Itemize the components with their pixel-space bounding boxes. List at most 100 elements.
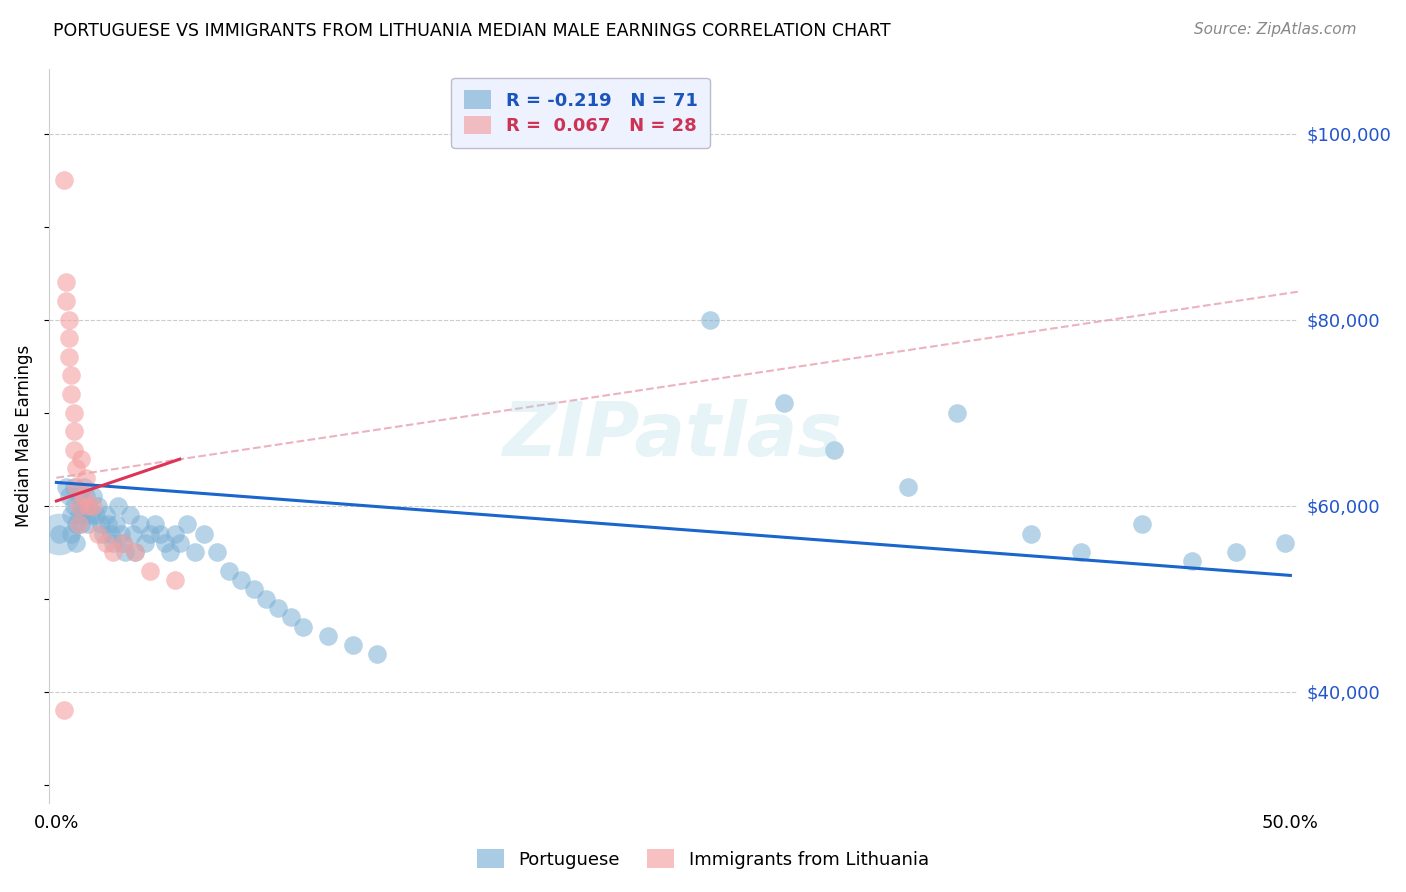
- Point: [254, 591, 277, 606]
- Point: [100, 526, 122, 541]
- Point: [218, 564, 240, 578]
- Point: [124, 545, 146, 559]
- Point: [163, 573, 186, 587]
- Point: [342, 638, 364, 652]
- Point: [65, 480, 87, 494]
- Point: [55, 293, 77, 308]
- Point: [67, 508, 90, 522]
- Point: [58, 331, 80, 345]
- Point: [72, 480, 94, 494]
- Point: [169, 536, 191, 550]
- Point: [97, 517, 120, 532]
- Point: [94, 508, 117, 522]
- Point: [58, 312, 80, 326]
- Point: [823, 442, 845, 457]
- Point: [101, 536, 124, 550]
- Point: [139, 526, 162, 541]
- Point: [84, 508, 107, 522]
- Point: [48, 526, 70, 541]
- Point: [120, 508, 142, 522]
- Point: [52, 703, 75, 717]
- Point: [60, 387, 83, 401]
- Point: [65, 536, 87, 550]
- Point: [77, 499, 100, 513]
- Point: [90, 517, 112, 532]
- Point: [231, 573, 253, 587]
- Point: [77, 517, 100, 532]
- Text: PORTUGUESE VS IMMIGRANTS FROM LITHUANIA MEDIAN MALE EARNINGS CORRELATION CHART: PORTUGUESE VS IMMIGRANTS FROM LITHUANIA …: [53, 22, 891, 40]
- Point: [58, 350, 80, 364]
- Point: [55, 480, 77, 494]
- Point: [114, 545, 136, 559]
- Point: [75, 508, 97, 522]
- Point: [70, 452, 93, 467]
- Point: [1130, 517, 1153, 532]
- Point: [67, 489, 90, 503]
- Point: [82, 489, 104, 503]
- Point: [946, 406, 969, 420]
- Point: [129, 517, 152, 532]
- Point: [1019, 526, 1042, 541]
- Point: [134, 536, 156, 550]
- Point: [77, 499, 100, 513]
- Point: [62, 480, 84, 494]
- Text: ZIPatlas: ZIPatlas: [503, 400, 844, 473]
- Legend: R = -0.219   N = 71, R =  0.067   N = 28: R = -0.219 N = 71, R = 0.067 N = 28: [451, 78, 710, 148]
- Point: [70, 517, 93, 532]
- Point: [48, 526, 70, 541]
- Point: [267, 601, 290, 615]
- Point: [60, 526, 83, 541]
- Point: [107, 499, 129, 513]
- Point: [58, 489, 80, 503]
- Point: [111, 536, 134, 550]
- Point: [65, 517, 87, 532]
- Point: [139, 564, 162, 578]
- Point: [176, 517, 198, 532]
- Point: [94, 536, 117, 550]
- Text: Source: ZipAtlas.com: Source: ZipAtlas.com: [1194, 22, 1357, 37]
- Point: [67, 499, 90, 513]
- Point: [183, 545, 205, 559]
- Point: [111, 536, 134, 550]
- Point: [91, 526, 114, 541]
- Point: [52, 173, 75, 187]
- Point: [110, 526, 132, 541]
- Point: [159, 545, 181, 559]
- Y-axis label: Median Male Earnings: Median Male Earnings: [15, 345, 32, 527]
- Point: [243, 582, 266, 597]
- Point: [149, 526, 172, 541]
- Point: [60, 508, 83, 522]
- Point: [773, 396, 796, 410]
- Point: [104, 517, 127, 532]
- Point: [62, 442, 84, 457]
- Point: [62, 424, 84, 438]
- Point: [62, 406, 84, 420]
- Point: [292, 619, 315, 633]
- Point: [55, 276, 77, 290]
- Point: [67, 517, 90, 532]
- Point: [72, 499, 94, 513]
- Point: [75, 471, 97, 485]
- Point: [193, 526, 215, 541]
- Point: [62, 499, 84, 513]
- Point: [1181, 554, 1204, 568]
- Point: [65, 461, 87, 475]
- Point: [143, 517, 166, 532]
- Point: [1070, 545, 1092, 559]
- Point: [163, 526, 186, 541]
- Point: [1274, 536, 1296, 550]
- Point: [205, 545, 228, 559]
- Point: [82, 499, 104, 513]
- Point: [366, 648, 388, 662]
- Point: [80, 508, 103, 522]
- Point: [75, 489, 97, 503]
- Point: [699, 312, 721, 326]
- Point: [124, 545, 146, 559]
- Point: [1225, 545, 1247, 559]
- Point: [101, 545, 124, 559]
- Point: [70, 499, 93, 513]
- Point: [72, 489, 94, 503]
- Point: [87, 499, 110, 513]
- Point: [316, 629, 339, 643]
- Point: [280, 610, 302, 624]
